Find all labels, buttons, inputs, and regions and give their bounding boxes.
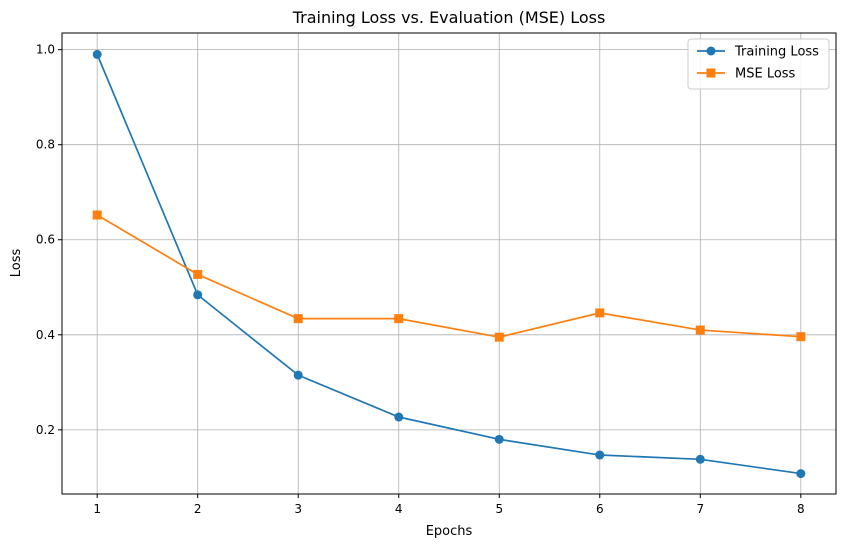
data-point <box>494 332 504 342</box>
data-point <box>193 290 203 300</box>
series-line <box>96 214 801 339</box>
data-point <box>92 210 102 220</box>
legend: Training Loss MSE Loss <box>687 38 830 90</box>
series <box>92 49 806 479</box>
y-tick-label: 0.2 <box>36 423 55 437</box>
x-tick-label: 6 <box>596 502 604 516</box>
data-point <box>293 370 303 380</box>
data-point <box>595 450 605 460</box>
y-tick-label: 0.8 <box>36 138 55 152</box>
y-tick-label: 0.4 <box>36 328 55 342</box>
legend-item: MSE Loss <box>697 67 796 82</box>
data-point <box>293 314 303 324</box>
legend-label: MSE Loss <box>735 67 796 82</box>
ticks: 1 2 3 4 5 6 7 8 0.2 0.4 0.6 0.8 1.0 <box>36 43 805 516</box>
x-tick-label: 1 <box>93 502 101 516</box>
data-point <box>394 314 404 324</box>
chart-title: Training Loss vs. Evaluation (MSE) Loss <box>292 8 606 27</box>
y-tick-label: 0.6 <box>36 233 55 247</box>
x-tick-label: 8 <box>797 502 805 516</box>
plot-frame <box>61 32 837 495</box>
series-line <box>96 54 801 475</box>
y-axis-label: Loss <box>9 249 24 278</box>
data-point <box>394 412 404 422</box>
series-0 <box>92 49 806 479</box>
x-tick-label: 2 <box>194 502 202 516</box>
x-tick-label: 4 <box>395 502 403 516</box>
x-tick-label: 3 <box>294 502 302 516</box>
legend-marker <box>706 68 716 78</box>
legend-marker <box>706 46 716 56</box>
data-point <box>92 49 102 59</box>
data-point <box>595 308 605 318</box>
data-point <box>796 332 806 342</box>
y-tick-label: 1.0 <box>36 43 55 57</box>
data-point <box>494 434 504 444</box>
x-tick-label: 7 <box>696 502 704 516</box>
legend-label: Training Loss <box>734 45 819 60</box>
x-tick-label: 5 <box>495 502 503 516</box>
x-axis-label: Epochs <box>426 524 473 539</box>
data-point <box>695 454 705 464</box>
legend-item: Training Loss <box>697 45 819 60</box>
series-1 <box>92 210 806 342</box>
data-point <box>193 269 203 279</box>
data-point <box>796 469 806 479</box>
data-point <box>695 325 705 335</box>
